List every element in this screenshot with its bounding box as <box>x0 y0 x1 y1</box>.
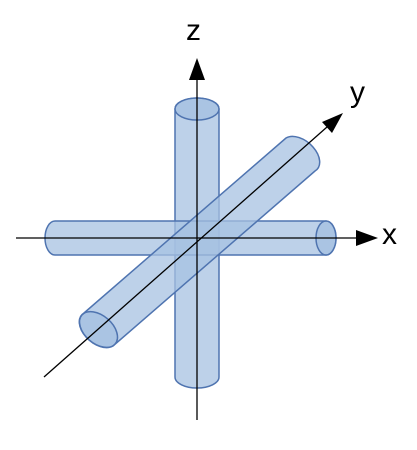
z-axis-arrowhead <box>189 58 205 80</box>
z-axis-label: z <box>186 14 201 47</box>
x-axis-arrowhead <box>356 230 378 246</box>
x-axis-label: x <box>382 218 397 251</box>
y-axis-label: y <box>350 76 365 109</box>
y-axis-arrowhead <box>322 113 343 133</box>
y-axis-line <box>43 126 328 378</box>
